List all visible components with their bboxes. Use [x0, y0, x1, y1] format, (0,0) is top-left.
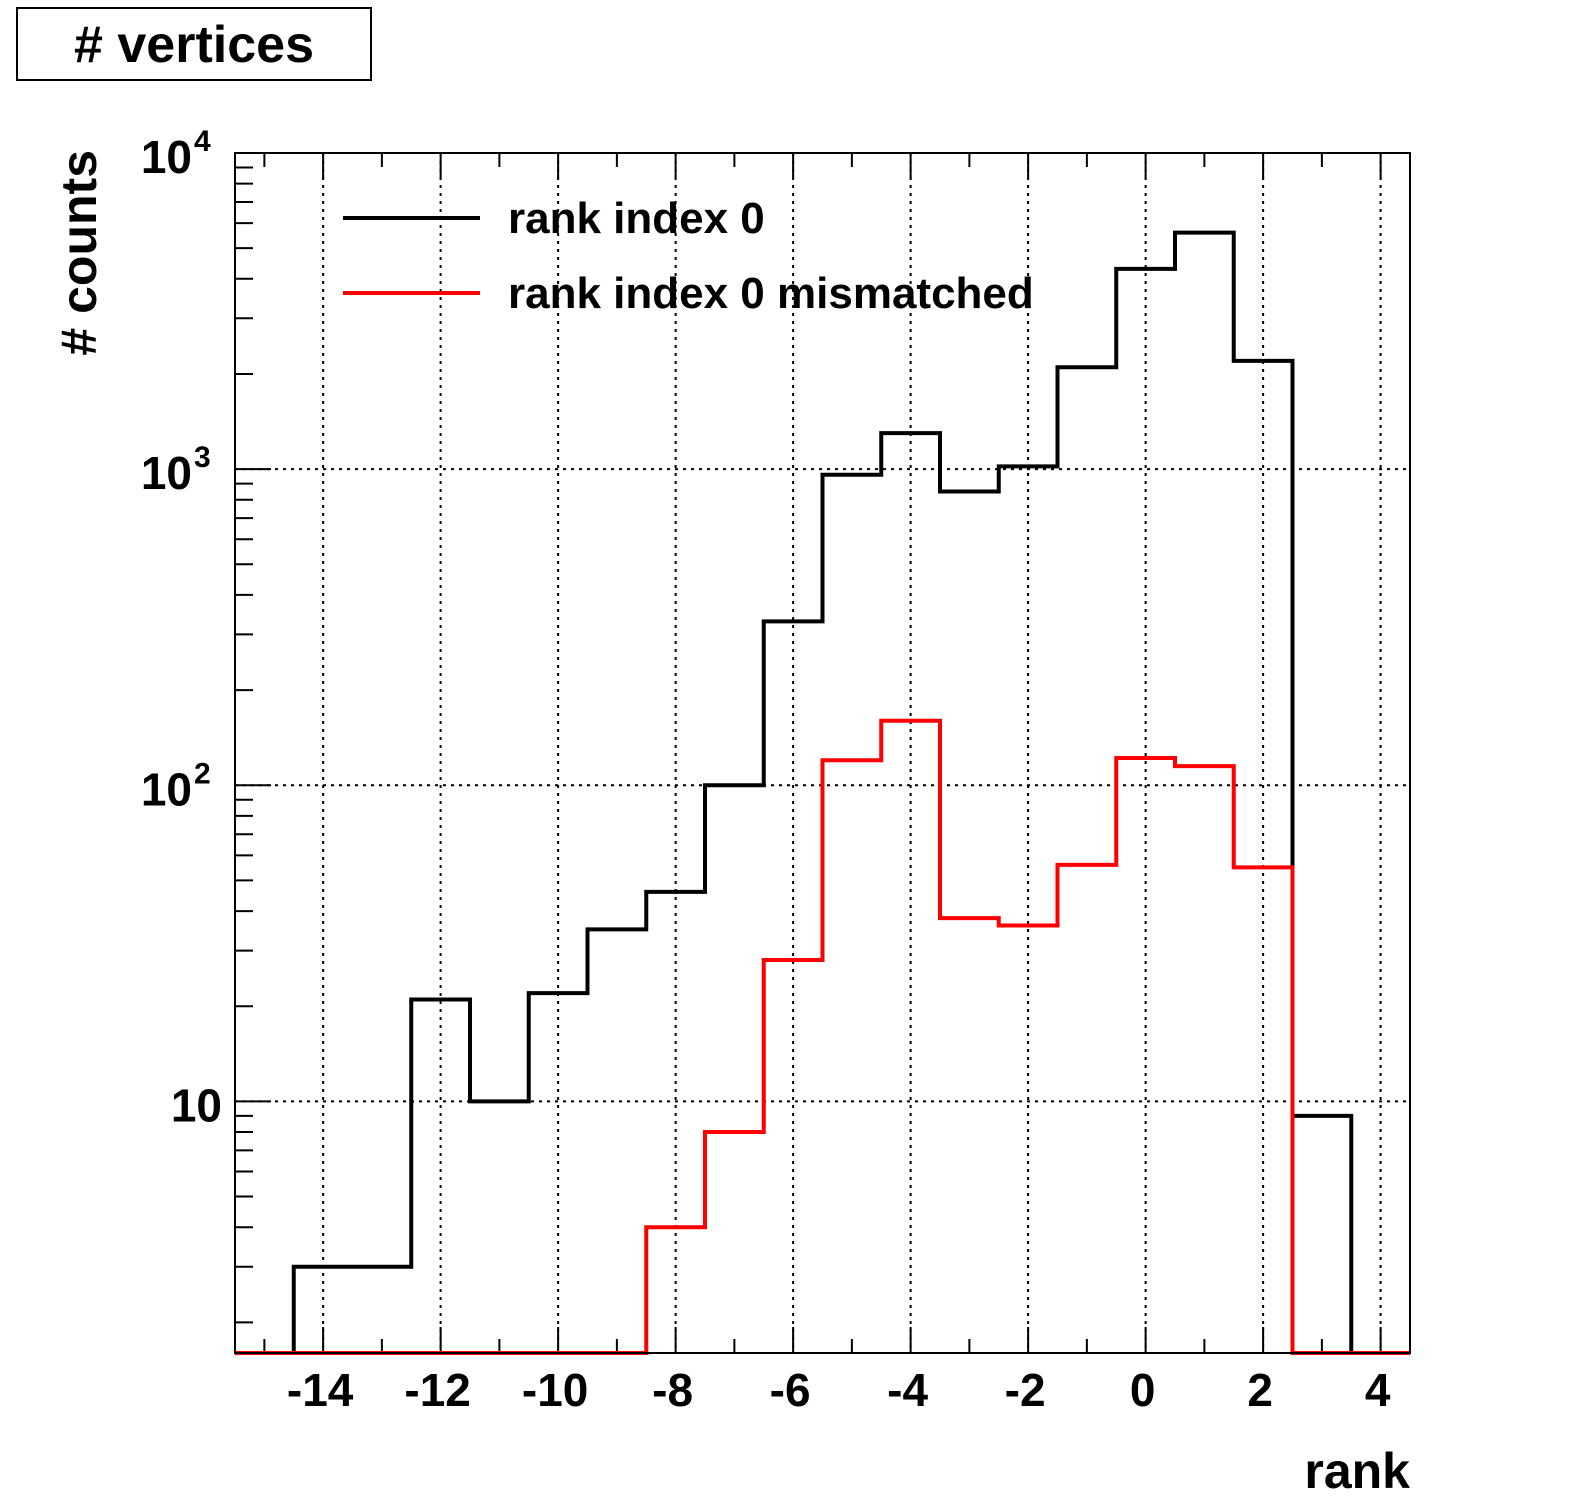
- legend-label-0: rank index 0: [508, 194, 765, 243]
- x-tick-label: -14: [287, 1364, 354, 1416]
- legend-label-1: rank index 0 mismatched: [508, 269, 1034, 318]
- minor-ticks: [235, 152, 1382, 1353]
- x-tick-label: -4: [887, 1364, 928, 1416]
- y-tick-label: 10: [141, 131, 192, 183]
- legend: rank index 0 rank index 0 mismatched: [343, 194, 1034, 318]
- x-tick-label: -10: [522, 1364, 588, 1416]
- x-tick-label: 0: [1130, 1364, 1156, 1416]
- chart-title: # vertices: [74, 16, 314, 74]
- series-layer: [235, 230, 1410, 1355]
- x-tick-label: -12: [404, 1364, 470, 1416]
- y-tick-label: 10: [141, 763, 192, 815]
- x-axis-ticks: -14 -12 -10 -8 -6 -4 -2 0 2 4: [287, 1364, 1391, 1416]
- y-tick-label: 10: [141, 447, 192, 499]
- x-tick-label: 2: [1247, 1364, 1273, 1416]
- y-tick-exponent: 2: [194, 757, 211, 790]
- grid-lines: [235, 152, 1410, 1353]
- x-tick-label: -2: [1005, 1364, 1046, 1416]
- y-axis-label: # counts: [51, 150, 107, 356]
- plot-frame: [234, 152, 1411, 1354]
- x-tick-label: -8: [652, 1364, 693, 1416]
- x-tick-label: 4: [1365, 1364, 1391, 1416]
- y-tick-label: 10: [171, 1079, 222, 1131]
- series-line-0: [235, 230, 1410, 1355]
- x-axis-label: rank: [1304, 1443, 1410, 1499]
- y-tick-exponent: 4: [194, 125, 211, 158]
- chart-title-box: # vertices: [16, 7, 372, 81]
- y-tick-exponent: 3: [194, 441, 211, 474]
- x-tick-label: -6: [770, 1364, 811, 1416]
